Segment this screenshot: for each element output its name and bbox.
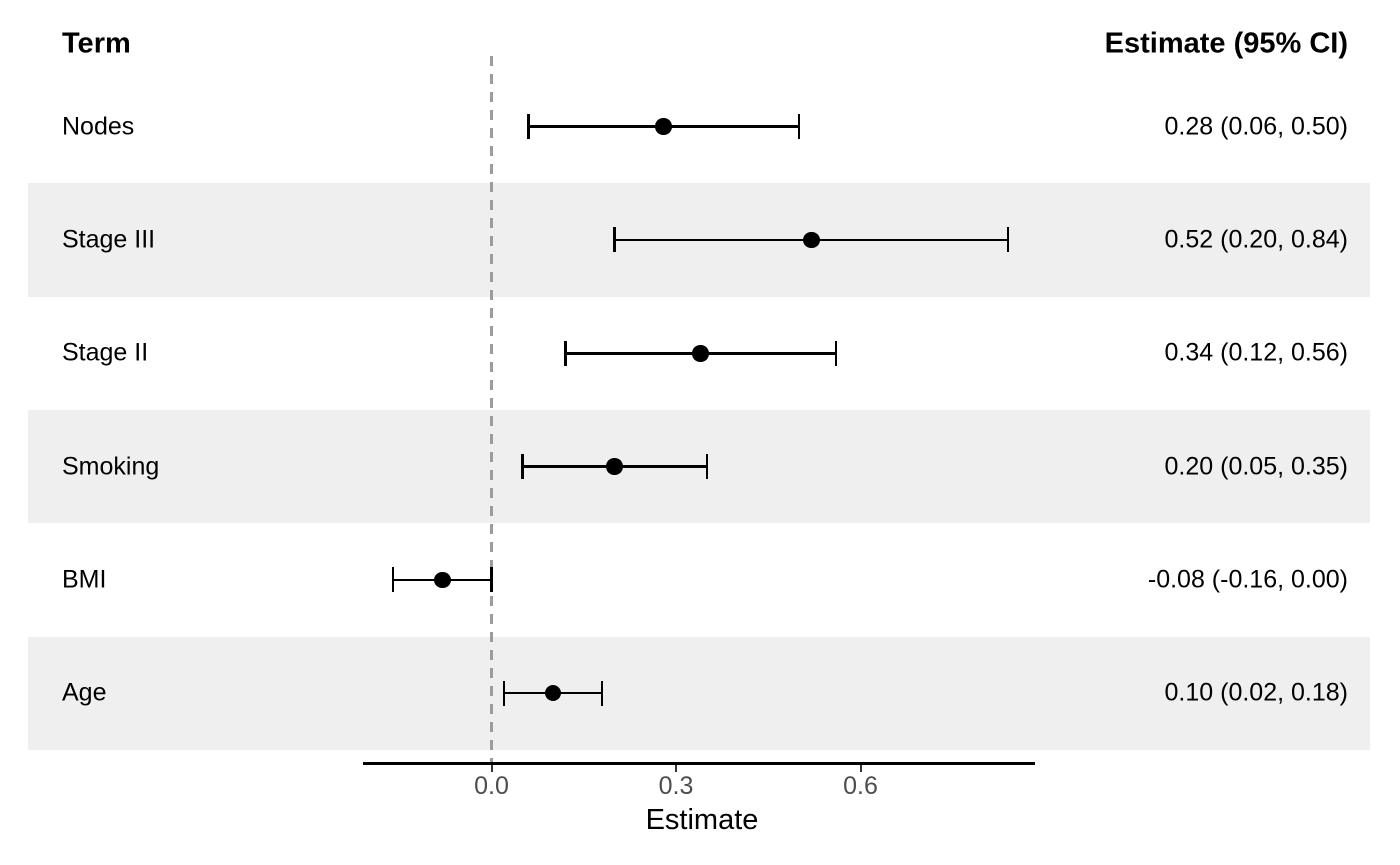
ci-cap-lower bbox=[502, 680, 506, 706]
x-axis-line bbox=[363, 762, 1035, 765]
x-axis-tick-mark bbox=[490, 764, 493, 772]
term-label: Stage III bbox=[62, 225, 156, 254]
column-header-estimate-ci: Estimate (95% CI) bbox=[1104, 27, 1348, 60]
ci-cap-lower bbox=[521, 454, 524, 480]
term-label: Age bbox=[62, 678, 107, 707]
estimate-point bbox=[803, 231, 820, 249]
estimate-ci-value: 0.52 (0.20, 0.84) bbox=[1164, 225, 1348, 254]
x-axis-title: Estimate bbox=[645, 804, 759, 836]
estimate-point bbox=[434, 571, 451, 589]
ci-cap-upper bbox=[600, 680, 604, 706]
x-axis-tick-mark bbox=[859, 764, 862, 772]
ci-cap-upper bbox=[490, 567, 493, 593]
estimate-ci-value: 0.20 (0.05, 0.35) bbox=[1164, 452, 1348, 481]
estimate-ci-value: -0.08 (-0.16, 0.00) bbox=[1147, 565, 1348, 594]
ci-cap-upper bbox=[1006, 227, 1010, 253]
x-axis-tick-label: 0.6 bbox=[843, 772, 878, 800]
x-axis-tick-label: 0.3 bbox=[658, 772, 694, 800]
row-stripe bbox=[28, 636, 1370, 750]
estimate-ci-value: 0.34 (0.12, 0.56) bbox=[1164, 338, 1348, 367]
ci-cap-lower bbox=[391, 567, 395, 593]
estimate-point bbox=[544, 684, 562, 702]
ci-cap-upper bbox=[834, 340, 838, 366]
term-label: Smoking bbox=[62, 452, 160, 481]
term-label: Stage II bbox=[62, 338, 149, 367]
estimate-point bbox=[606, 458, 623, 475]
term-label: Nodes bbox=[62, 112, 135, 141]
ci-cap-lower bbox=[527, 114, 530, 140]
x-axis-tick-label: 0.0 bbox=[474, 772, 509, 800]
x-axis-tick-mark bbox=[675, 764, 677, 772]
estimate-ci-value: 0.10 (0.02, 0.18) bbox=[1164, 678, 1348, 707]
ci-cap-upper bbox=[797, 114, 801, 140]
ci-cap-lower bbox=[613, 227, 616, 253]
estimate-ci-value: 0.28 (0.06, 0.50) bbox=[1164, 112, 1348, 141]
term-label: BMI bbox=[62, 565, 107, 594]
ci-cap-lower bbox=[564, 340, 567, 366]
column-header-term: Term bbox=[62, 27, 131, 60]
estimate-point bbox=[692, 345, 709, 362]
ci-cap-upper bbox=[705, 454, 708, 480]
zero-reference-line bbox=[490, 56, 493, 762]
estimate-point bbox=[655, 118, 672, 135]
